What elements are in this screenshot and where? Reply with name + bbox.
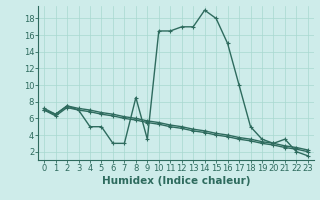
X-axis label: Humidex (Indice chaleur): Humidex (Indice chaleur)	[102, 176, 250, 186]
